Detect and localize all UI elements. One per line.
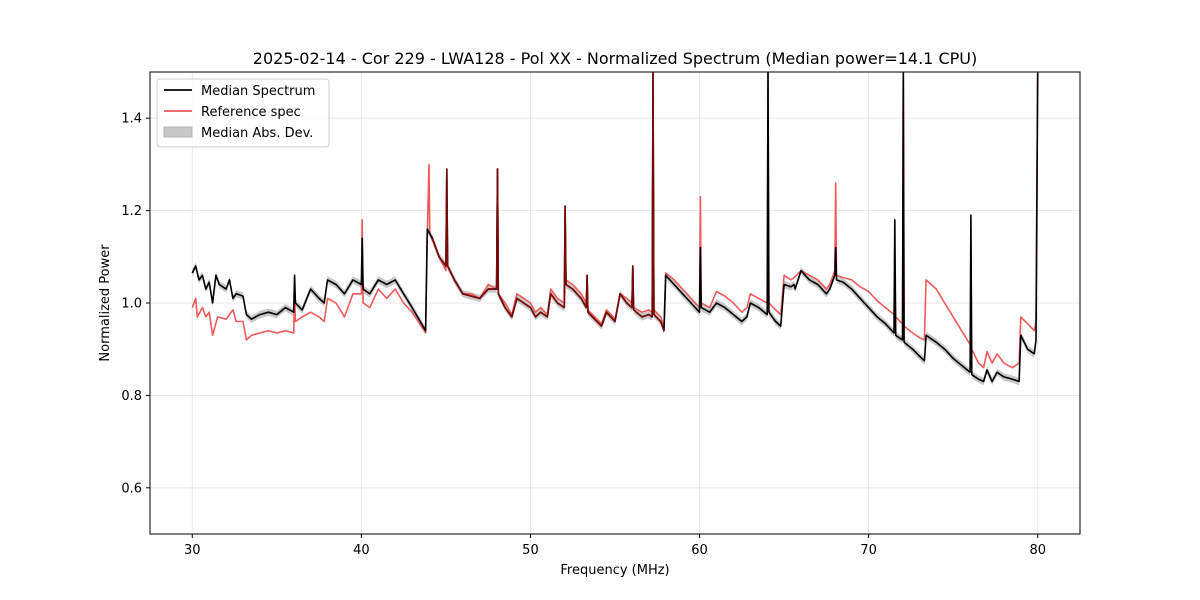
overlap-line [431,72,665,331]
x-tick-label: 40 [353,543,370,558]
x-tick-label: 80 [1029,543,1046,558]
y-tick-label: 1.4 [121,112,142,127]
x-tick-label: 30 [184,543,201,558]
x-axis-label: Frequency (MHz) [560,563,669,578]
median-abs-dev-band [192,72,1038,386]
x-tick-label: 70 [860,543,877,558]
legend-mad-label: Median Abs. Dev. [201,126,313,141]
x-tick-label: 50 [522,543,539,558]
y-axis-ticks: 0.6 0.8 1.0 1.2 1.4 [121,112,150,496]
y-tick-label: 1.2 [121,204,142,219]
legend-reference-label: Reference spec [201,105,301,120]
x-tick-label: 60 [691,543,708,558]
y-tick-label: 1.0 [121,297,142,312]
legend-mad-swatch [163,126,193,138]
chart-title: 2025-02-14 - Cor 229 - LWA128 - Pol XX -… [253,49,977,68]
legend-box [156,78,330,148]
reference-spec-line [191,72,1039,369]
legend-median-label: Median Spectrum [201,84,315,99]
x-axis-ticks: 30 40 50 60 70 80 [184,534,1046,558]
y-tick-label: 0.6 [121,481,142,496]
y-tick-label: 0.8 [121,389,142,404]
y-axis-label: Normalized Power [98,244,113,362]
legend: Median Spectrum Reference spec Median Ab… [156,78,330,148]
